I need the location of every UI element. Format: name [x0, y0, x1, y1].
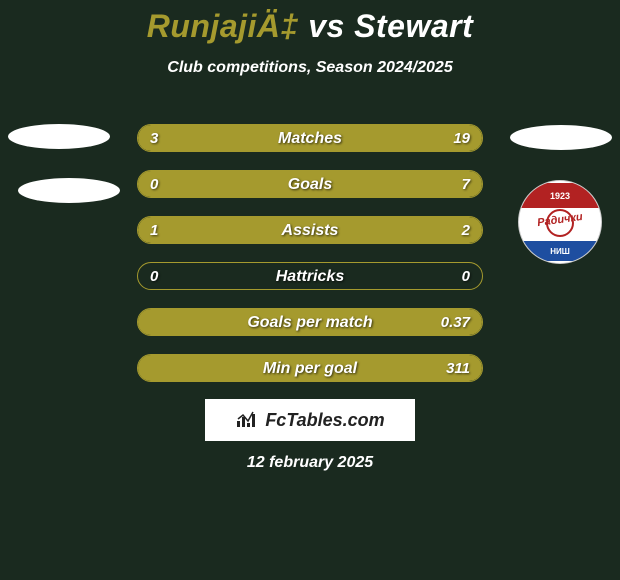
stats-region: 319Matches 07Goals 12Assists 00Hattricks 0.3… [137, 124, 483, 400]
subtitle: Club competitions, Season 2024/2025 [0, 59, 620, 77]
badge-year: 1923 [550, 191, 570, 201]
vs-separator: vs [299, 8, 354, 44]
stat-label: Goals per match [138, 309, 482, 336]
stat-row: 00Hattricks [137, 262, 483, 290]
stat-row: 319Matches [137, 124, 483, 152]
club-right-badge: 1923 Радички НИШ [518, 180, 602, 264]
stat-row: 0.37Goals per match [137, 308, 483, 336]
stat-row: 311Min per goal [137, 354, 483, 382]
comparison-title: RunjajiÄ‡ vs Stewart [0, 0, 620, 45]
club-badge-inner: 1923 Радички НИШ [521, 183, 599, 261]
badge-top-arc: 1923 [521, 183, 599, 208]
stat-row: 07Goals [137, 170, 483, 198]
stat-row: 12Assists [137, 216, 483, 244]
club-left-placeholder [18, 178, 120, 203]
stat-label: Hattricks [138, 263, 482, 290]
brand-text: FcTables.com [265, 410, 384, 431]
player-left-name: RunjajiÄ‡ [147, 8, 299, 44]
player-right-photo-placeholder [510, 125, 612, 150]
stat-label: Goals [138, 171, 482, 198]
stat-label: Matches [138, 125, 482, 152]
date-line: 12 february 2025 [0, 454, 620, 472]
stat-label: Min per goal [138, 355, 482, 382]
player-right-name: Stewart [354, 8, 473, 44]
player-left-photo-placeholder [8, 124, 110, 149]
stat-label: Assists [138, 217, 482, 244]
badge-city: НИШ [550, 247, 570, 256]
brand-logo-icon [235, 411, 259, 429]
brand-box: FcTables.com [205, 399, 415, 441]
badge-bottom-arc: НИШ [521, 241, 599, 261]
